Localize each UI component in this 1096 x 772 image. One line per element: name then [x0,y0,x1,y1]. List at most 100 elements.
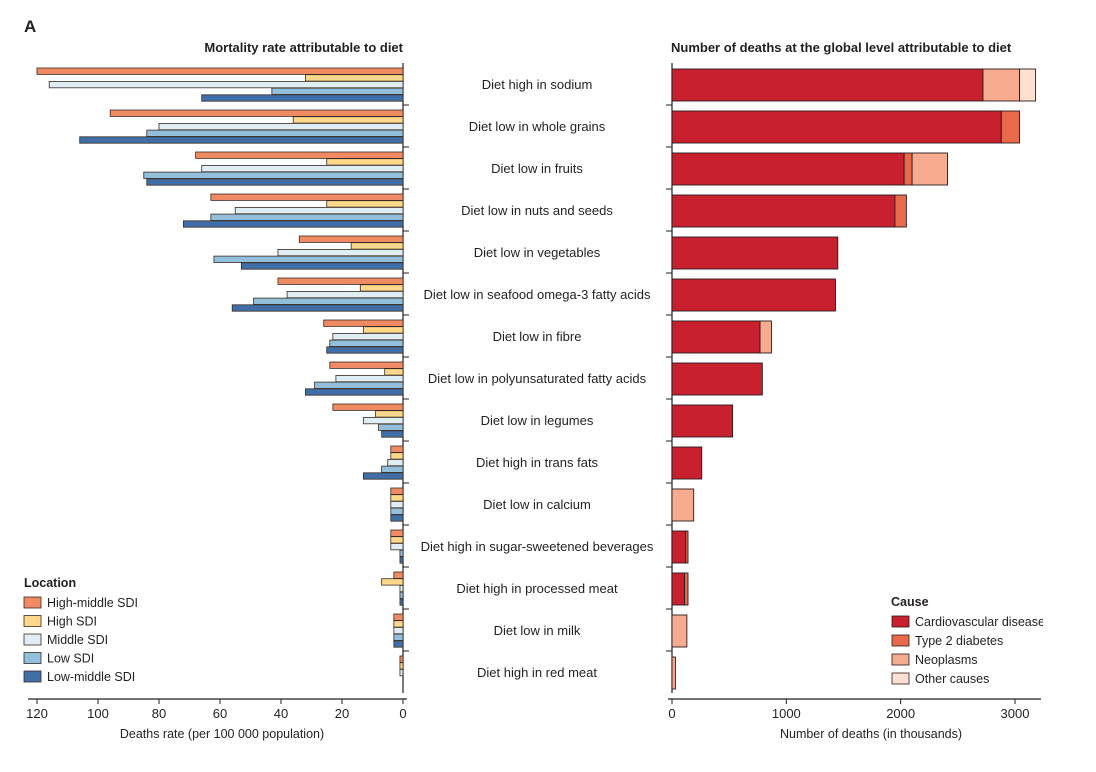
bar-low-sdi-diet-low-in-fruits [143,171,404,179]
category-label-diet-low-in-calcium: Diet low in calcium [483,497,591,512]
category-label-diet-low-in-legumes: Diet low in legumes [481,413,594,428]
bar-high-middle-sdi-diet-low-in-fruits [195,151,404,159]
bar-high-sdi-diet-low-in-fibre [362,326,404,334]
category-label-diet-low-in-vegetables: Diet low in vegetables [474,245,601,260]
bar-high-sdi-diet-low-in-calcium [390,494,404,502]
legend-label-middle-sdi: Middle SDI [47,633,108,647]
bar-low-sdi-diet-low-in-calcium [390,507,404,515]
global-deaths-chart: 0 1000 2000 3000 [666,63,1041,721]
bar-high-sdi-diet-low-in-legumes [375,410,404,418]
bar-high-sdi-diet-high-in-sodium [304,74,404,82]
legend-label-neoplasms: Neoplasms [915,653,978,667]
bar-middle-sdi-diet-low-in-milk [393,627,404,635]
category-label-diet-low-in-fibre: Diet low in fibre [493,329,582,344]
bar-low-middle-sdi-diet-high-in-sodium [201,94,404,102]
bar-high-sdi-diet-high-in-trans-fats [390,452,404,460]
legend-swatch-high-sdi [23,615,42,627]
bar-high-sdi-diet-high-in-red-meat [399,662,404,670]
bar-neoplasms-diet-low-in-milk [671,614,688,648]
legend-swatch-cardiovascular-diseases [891,615,910,628]
risk-factor-labels: Diet high in sodium Diet low in whole gra… [421,77,654,680]
bar-high-middle-sdi-diet-low-in-whole-grains [109,109,404,117]
legend-swatch-neoplasms [891,653,910,666]
panel-label: A [24,17,36,36]
right-x-tick-label: 0 [668,706,675,721]
bar-high-middle-sdi-diet-low-in-seafood-omega-3-fatty-acids [277,277,404,285]
bar-low-middle-sdi-diet-low-in-polyunsaturated-fatty-acids [304,388,404,396]
bar-cardiovascular-diseases-diet-low-in-seafood-omega-3-fatty-acids [671,278,836,312]
location-legend: Location High-middle SDI High SDI Middle S… [23,576,138,684]
bar-middle-sdi-diet-low-in-nuts-and-seeds [234,206,404,215]
bar-middle-sdi-diet-high-in-sodium [48,81,404,89]
bar-low-sdi-diet-low-in-nuts-and-seeds [210,213,404,221]
left-x-tick-label: 100 [87,706,109,721]
bar-neoplasms-diet-low-in-calcium [671,488,695,522]
bar-low-sdi-diet-low-in-polyunsaturated-fatty-acids [314,381,404,389]
bar-high-middle-sdi-diet-low-in-fibre [323,319,404,327]
bar-type-2-diabetes-diet-high-in-processed-meat [684,572,689,606]
left-x-tick-label: 0 [399,706,406,721]
bar-high-middle-sdi-diet-high-in-sugar-sweetened-beverages [390,529,404,537]
category-label-diet-low-in-milk: Diet low in milk [494,623,581,638]
bar-high-sdi-diet-low-in-seafood-omega-3-fatty-acids [359,284,404,292]
bar-low-middle-sdi-diet-low-in-fibre [326,346,404,354]
legend-label-low-sdi: Low SDI [47,652,94,666]
bar-middle-sdi-diet-low-in-vegetables [277,248,404,257]
bar-low-sdi-diet-high-in-trans-fats [381,465,404,473]
bar-high-middle-sdi-diet-low-in-milk [393,613,404,621]
left-x-tick-label: 120 [26,706,48,721]
bar-high-middle-sdi-diet-low-in-nuts-and-seeds [210,193,404,201]
bar-high-middle-sdi-diet-low-in-calcium [390,487,404,495]
bar-cardiovascular-diseases-diet-low-in-legumes [671,404,734,438]
bar-high-sdi-diet-low-in-milk [393,620,404,628]
bar-cardiovascular-diseases-diet-low-in-fibre [671,320,761,354]
bar-low-sdi-diet-low-in-fibre [329,339,404,347]
bar-low-middle-sdi-diet-high-in-processed-meat [399,598,404,606]
bar-cardiovascular-diseases-diet-low-in-nuts-and-seeds [671,194,896,228]
bar-low-sdi-diet-high-in-sodium [271,87,404,95]
bar-low-middle-sdi-diet-high-in-sugar-sweetened-beverages [399,556,404,564]
legend-swatch-type-2-diabetes [891,634,910,647]
legend-label-cardiovascular-diseases: Cardiovascular diseases [915,615,1051,629]
bar-type-2-diabetes-diet-high-in-sugar-sweetened-beverages [685,530,689,564]
category-label-diet-high-in-sodium: Diet high in sodium [482,77,593,92]
bar-other-causes-diet-high-in-sodium [1019,68,1037,102]
bar-middle-sdi-diet-high-in-trans-fats [387,458,404,467]
bar-high-middle-sdi-diet-low-in-legumes [332,403,404,411]
bar-cardiovascular-diseases-diet-high-in-sugar-sweetened-beverages [671,530,687,564]
bar-high-middle-sdi-diet-high-in-processed-meat [393,571,404,579]
right-chart-title: Number of deaths at the global level att… [671,40,1012,55]
bar-high-middle-sdi-diet-high-in-sodium [36,67,404,75]
category-label-diet-low-in-nuts-and-seeds: Diet low in nuts and seeds [461,203,613,218]
cause-legend: Cause Cardiovascular diseases Type 2 diab… [891,595,1051,686]
bar-cardiovascular-diseases-diet-high-in-sodium [671,68,984,102]
bar-type-2-diabetes-diet-low-in-whole-grains [1000,110,1021,144]
bar-type-2-diabetes-diet-low-in-fruits [903,152,913,186]
legend-label-other-causes: Other causes [915,672,989,686]
bar-high-sdi-diet-high-in-sugar-sweetened-beverages [390,536,404,544]
left-x-tick-label: 80 [152,706,166,721]
right-x-tick-label: 2000 [886,706,915,721]
bar-high-sdi-diet-low-in-nuts-and-seeds [326,200,404,208]
bar-cardiovascular-diseases-diet-low-in-whole-grains [671,110,1002,144]
bar-low-sdi-diet-high-in-sugar-sweetened-beverages [399,549,404,557]
bar-low-middle-sdi-diet-low-in-milk [393,640,404,648]
bar-low-middle-sdi-diet-low-in-legumes [381,430,404,438]
bar-middle-sdi-diet-high-in-processed-meat [399,585,404,593]
bar-cardiovascular-diseases-diet-high-in-trans-fats [671,446,703,480]
right-x-tick-label: 1000 [772,706,801,721]
legend-swatch-other-causes [891,672,910,685]
bar-low-middle-sdi-diet-low-in-vegetables [240,262,404,270]
bar-low-sdi-diet-high-in-processed-meat [399,591,404,599]
category-label-diet-high-in-processed-meat: Diet high in processed meat [456,581,618,596]
bar-low-middle-sdi-diet-low-in-nuts-and-seeds [182,220,404,228]
bar-low-middle-sdi-diet-low-in-seafood-omega-3-fatty-acids [231,304,404,312]
bar-cardiovascular-diseases-diet-low-in-vegetables [671,236,839,270]
bar-middle-sdi-diet-low-in-fruits [201,164,404,173]
left-x-axis-label: Deaths rate (per 100 000 population) [120,727,324,741]
cause-legend-items: Cardiovascular diseases Type 2 diabetes Ne… [891,615,1051,686]
bar-high-sdi-diet-low-in-vegetables [350,242,404,250]
right-x-axis-label: Number of deaths (in thousands) [780,727,962,741]
bar-high-middle-sdi-diet-high-in-red-meat [399,655,404,663]
